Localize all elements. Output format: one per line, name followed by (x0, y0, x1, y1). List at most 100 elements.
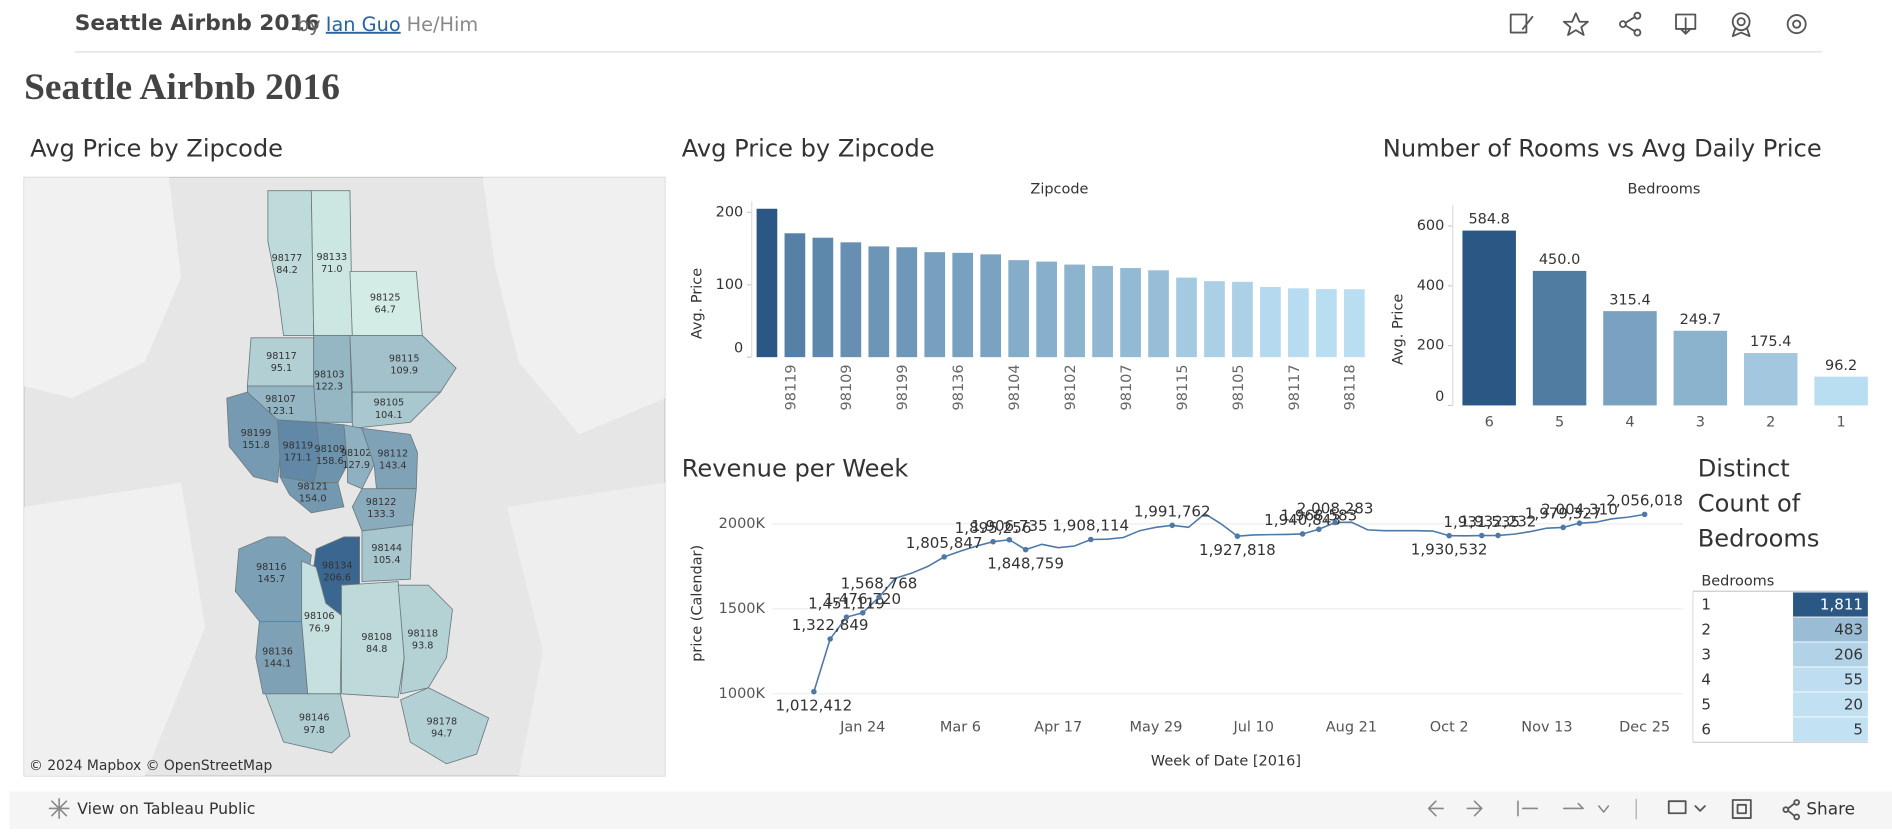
tableau-icon[interactable] (48, 798, 70, 819)
price-label: 133.3 (367, 509, 395, 520)
x-tick-label: 3 (1696, 414, 1705, 430)
point (1169, 522, 1176, 529)
point (990, 538, 996, 545)
x-axis-title: Week of Date [2016] (1151, 753, 1301, 769)
x-tick-label: 4 (1625, 414, 1634, 430)
favorite-icon[interactable] (1562, 12, 1589, 36)
share-button[interactable]: Share (1806, 799, 1855, 819)
count-label: 1,811 (1820, 595, 1863, 613)
bar (1232, 281, 1253, 358)
point (1641, 511, 1648, 518)
revenue-line (813, 512, 1645, 692)
bar (1148, 270, 1169, 358)
count-cell (1793, 592, 1868, 617)
count-cell (1793, 667, 1868, 692)
share-icon[interactable] (1618, 11, 1642, 37)
by-text: by (297, 13, 321, 36)
zipcode-region (349, 271, 423, 336)
value-label: 2,056,018 (1606, 492, 1683, 510)
point (1446, 532, 1452, 539)
count-cell (1793, 717, 1868, 742)
price-label: 171.1 (284, 453, 312, 464)
price-label: 104.1 (375, 410, 403, 421)
value-label: 249.7 (1680, 312, 1721, 328)
zipcode-region (255, 620, 309, 695)
point (1495, 532, 1501, 539)
zipcode-region (341, 581, 405, 698)
price-label: 84.2 (276, 265, 297, 276)
zipcode-label: 98133 (316, 252, 347, 263)
row-header: Bedrooms (1701, 574, 1774, 590)
map-water (24, 482, 206, 776)
x-tick-label: 98119 (783, 364, 799, 410)
row-label: 6 (1701, 720, 1711, 738)
zipcode-label: 98109 (314, 444, 345, 455)
y-tick-label: 1000K (719, 686, 766, 702)
row-label: 2 (1701, 620, 1711, 638)
badge-icon[interactable] (1731, 12, 1751, 38)
point (859, 610, 866, 616)
bar (756, 208, 778, 358)
count-label: 5 (1853, 720, 1863, 738)
settings-icon[interactable] (1786, 14, 1807, 35)
value-label: 1,991,762 (1134, 503, 1211, 521)
zipcode-label: 98178 (426, 717, 457, 728)
price-label: 154.0 (299, 494, 327, 505)
x-tick-label: 98105 (1231, 364, 1247, 410)
zipcode-label: 98105 (374, 398, 405, 409)
author-link[interactable]: Ian Guo (326, 13, 401, 36)
point (1576, 520, 1583, 526)
refresh-icon[interactable] (1563, 802, 1610, 813)
row-label: 1 (1701, 595, 1711, 613)
view-on-tableau-public[interactable]: View on Tableau Public (77, 799, 255, 818)
y-tick-label: 400 (1417, 278, 1445, 294)
zipcode-label: 98121 (297, 482, 328, 493)
zipcode-region (351, 391, 442, 429)
zipcode-label: 98107 (265, 394, 296, 405)
edit-icon[interactable] (1509, 13, 1534, 34)
undo-icon[interactable] (1427, 800, 1444, 817)
bar (924, 252, 946, 358)
price-label: 76.9 (309, 623, 330, 634)
count-cell (1793, 617, 1868, 642)
zipcode-label: 98116 (256, 562, 287, 573)
point (941, 554, 947, 560)
value-label: 1,940,843 (1264, 511, 1341, 529)
x-tick-label: Mar 6 (940, 720, 981, 736)
count-label: 20 (1844, 695, 1863, 713)
revert-icon[interactable] (1517, 800, 1539, 817)
download-icon[interactable] (1675, 13, 1697, 35)
chart-title: Number of Rooms vs Avg Daily Price (1383, 135, 1822, 163)
zipcode-label: 98103 (314, 369, 345, 380)
price-label: 151.8 (242, 440, 270, 451)
bar (1064, 264, 1085, 358)
point (1316, 526, 1322, 533)
redo-icon[interactable] (1466, 800, 1483, 817)
price-label: 145.7 (258, 574, 286, 585)
y-tick-label: 2000K (719, 516, 766, 532)
share-button-icon[interactable] (1782, 799, 1800, 821)
bar (1743, 352, 1798, 406)
zipcode-label: 98102 (341, 448, 372, 459)
zipcode-label: 98199 (241, 428, 272, 439)
bar (1462, 230, 1516, 406)
download-button[interactable] (1667, 800, 1706, 815)
x-tick-label: Jan 24 (839, 720, 885, 736)
column-header: Zipcode (1030, 181, 1088, 197)
bar (1260, 286, 1281, 358)
bar (840, 242, 862, 358)
value-label: 1,979,327 (1525, 505, 1602, 523)
point (1478, 532, 1485, 539)
price-label: 143.4 (379, 461, 407, 472)
bar (1008, 260, 1030, 358)
zipcode-label: 98122 (366, 497, 397, 508)
x-tick-label: 98136 (951, 364, 967, 410)
value-label: 1,931,535 (1443, 513, 1520, 531)
row-label: 3 (1701, 645, 1711, 663)
fullscreen-button[interactable] (1731, 799, 1752, 819)
dashboard-title: Seattle Airbnb 2016 (24, 67, 340, 108)
value-label: 315.4 (1609, 292, 1650, 308)
x-tick-label: 98117 (1287, 364, 1303, 410)
